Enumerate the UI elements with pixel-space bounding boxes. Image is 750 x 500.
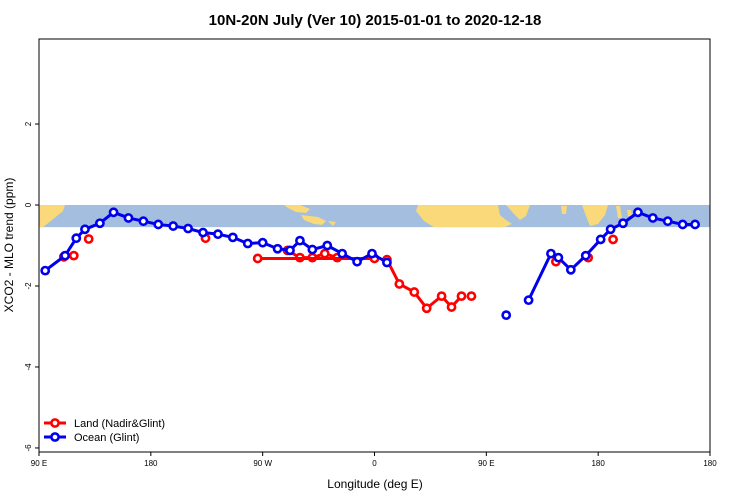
data-point [546,248,556,259]
land-mass [582,205,608,227]
data-point [456,291,467,302]
data-point [409,287,420,297]
data-point [565,264,576,275]
data-point [213,229,223,240]
data-point [285,245,295,256]
x-tick-label: 90 E [478,459,494,468]
land-mass [561,206,567,215]
series-land [58,233,618,314]
legend: Land (Nadir&Glint) Ocean (Glint) [44,418,165,444]
data-point [662,216,673,227]
series-layer [40,207,700,321]
data-point [80,224,90,235]
x-tick-label: 180 [144,459,158,468]
data-point [83,234,94,244]
data-point [319,248,330,259]
data-point [71,233,82,244]
x-tick-label: 180 [703,459,717,468]
data-point [580,250,591,261]
data-point [446,302,457,312]
land-mass [301,215,326,226]
data-point [690,219,700,230]
data-point [295,235,305,246]
legend-marker [50,432,60,442]
data-point [367,248,377,259]
data-point [272,243,283,254]
y-axis: -6 -4 -2 0 2 [24,121,39,452]
data-point [322,240,333,251]
data-point [647,213,658,223]
data-point [227,232,238,243]
legend-label: Ocean (Glint) [74,432,139,444]
land-mass [616,206,622,219]
x-axis: 90 E 180 90 W 0 90 E 180 180 [31,452,717,468]
data-point [352,256,363,267]
data-point [168,221,179,231]
data-point [242,238,253,249]
data-point [108,207,119,218]
data-point [394,279,405,289]
x-tick-label: 90 W [253,459,272,468]
land-mass [627,210,632,217]
data-point [153,219,164,230]
data-point [436,291,447,302]
data-point [198,227,208,238]
y-axis-label: XCO2 - MLO trend (ppm) [2,178,16,313]
data-point [382,257,392,268]
data-point [421,303,432,314]
data-point [618,218,628,229]
y-tick-label: -6 [24,444,33,452]
legend-label: Land (Nadir&Glint) [74,418,165,430]
y-tick-label: -2 [24,282,33,290]
data-point [257,237,268,248]
land-mass [506,205,530,221]
data-point [138,216,149,227]
land-mass [284,205,310,214]
data-point [677,219,688,230]
land-mass [416,205,512,228]
data-point [605,224,616,235]
data-point [307,244,318,255]
x-tick-label: 180 [591,459,605,468]
data-point [553,252,564,263]
data-point [60,250,70,261]
plot-frame [38,38,711,453]
data-point [595,234,606,245]
world-map-band [39,205,710,228]
chart-title: 10N-20N July (Ver 10) 2015-01-01 to 2020… [209,12,542,29]
ocean-area [39,205,710,228]
data-point [337,248,348,259]
series-ocean [40,207,700,321]
data-point [183,223,194,234]
data-point [523,295,534,306]
legend-marker [50,418,60,428]
data-point [94,218,105,229]
data-point [123,213,134,223]
y-tick-label: -4 [24,363,33,371]
data-point [608,234,618,245]
y-tick-label: 0 [24,202,33,207]
land-mass [328,221,336,227]
data-point [501,310,512,321]
land-mass [39,205,65,228]
data-point [633,207,643,218]
data-point [68,250,79,261]
data-point [466,291,477,302]
y-tick-label: 2 [24,121,33,126]
data-point [40,265,51,276]
x-tick-label: 0 [372,459,377,468]
x-axis-label: Longitude (deg E) [327,477,422,491]
data-point [252,253,263,264]
x-tick-label: 90 E [31,459,47,468]
